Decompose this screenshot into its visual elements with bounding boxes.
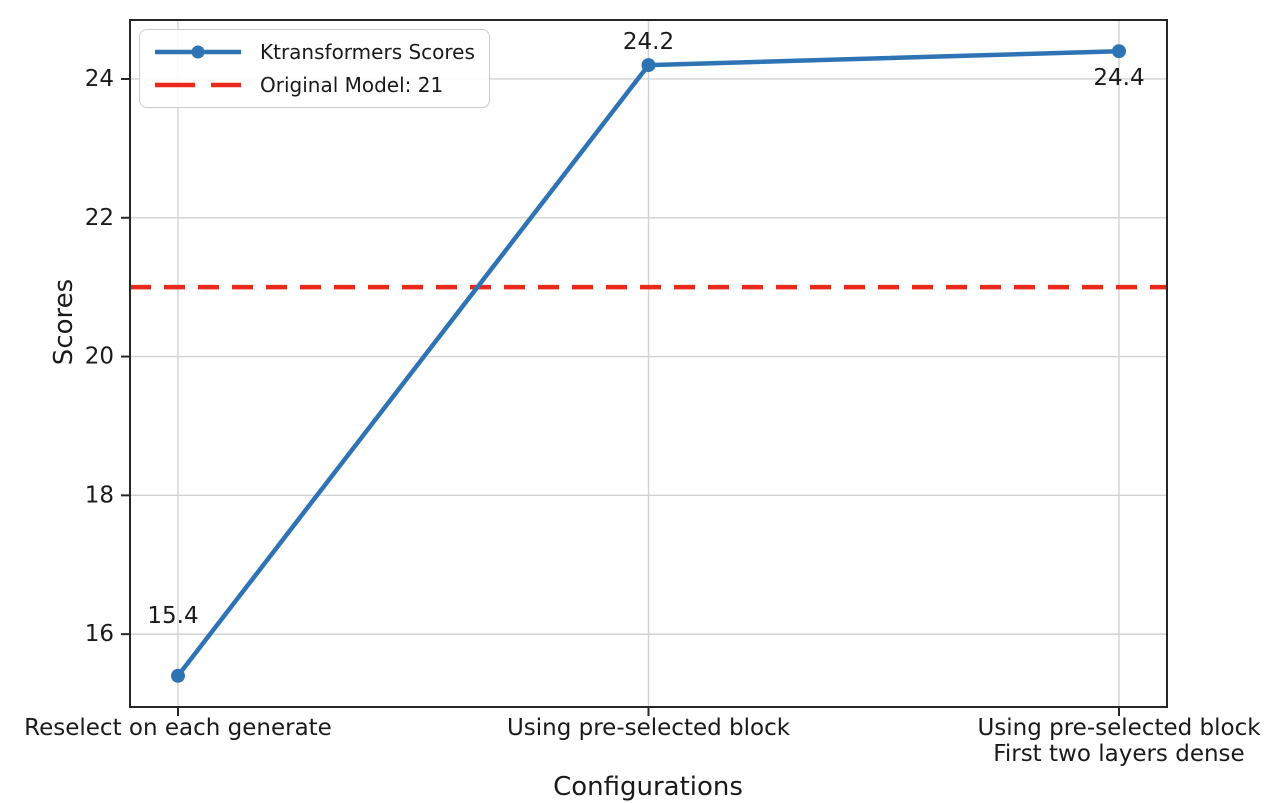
y-tick-label: 22 bbox=[85, 205, 114, 231]
data-point-marker bbox=[171, 668, 185, 683]
point-label: 15.4 bbox=[147, 603, 198, 629]
y-tick-label: 16 bbox=[85, 621, 114, 647]
y-tick-label: 20 bbox=[85, 344, 114, 370]
chart-legend: Ktransformers Scores Original Model: 21 bbox=[139, 29, 490, 108]
legend-item-series: Ktransformers Scores bbox=[152, 39, 475, 65]
y-tick-label: 18 bbox=[85, 482, 114, 508]
x-tick-label: Reselect on each generate bbox=[24, 715, 332, 741]
y-tick-label: 24 bbox=[85, 66, 114, 92]
legend-dashed-sample-icon bbox=[155, 82, 241, 88]
x-tick-label: Using pre-selected block First two layers… bbox=[977, 715, 1261, 767]
legend-item-reference: Original Model: 21 bbox=[152, 72, 475, 98]
y-axis-title: Scores bbox=[49, 278, 79, 366]
x-axis-title: Configurations bbox=[553, 772, 743, 802]
legend-reference-label: Original Model: 21 bbox=[260, 73, 444, 97]
data-point-marker bbox=[641, 58, 656, 73]
x-tick-label: Using pre-selected block bbox=[507, 715, 791, 741]
data-point-marker bbox=[1112, 44, 1126, 59]
legend-series-label: Ktransformers Scores bbox=[260, 40, 475, 64]
point-label: 24.2 bbox=[623, 29, 674, 55]
point-label: 24.4 bbox=[1093, 65, 1144, 91]
legend-line-sample-icon bbox=[155, 45, 241, 59]
